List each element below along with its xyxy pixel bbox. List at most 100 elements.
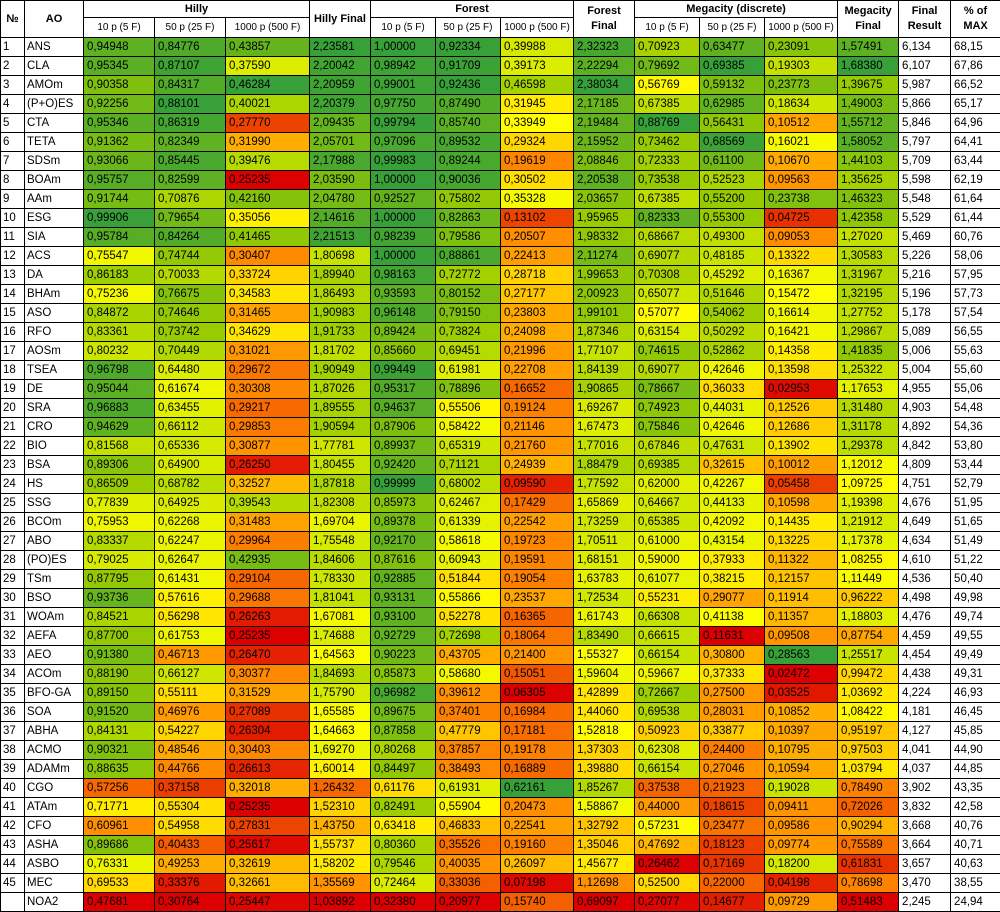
score-cell: 1,08422 <box>838 703 899 722</box>
score-cell: 0,48185 <box>700 247 765 266</box>
score-cell: 2,20959 <box>310 76 371 95</box>
score-cell: 0,18634 <box>765 95 838 114</box>
score-cell: 0,72026 <box>838 798 899 817</box>
score-cell: 0,64925 <box>155 494 226 513</box>
score-cell: 0,03525 <box>765 684 838 703</box>
score-cell: 0,74923 <box>635 399 700 418</box>
score-cell: 1,37303 <box>574 741 635 760</box>
score-cell: 0,61339 <box>436 513 501 532</box>
score-cell: 0,58422 <box>436 418 501 437</box>
score-cell: 0,18200 <box>765 855 838 874</box>
pct-max-cell: 24,94 <box>951 893 1000 912</box>
score-cell: 1,00000 <box>371 209 436 228</box>
score-cell: 0,30407 <box>226 247 310 266</box>
score-cell: 2,19484 <box>574 114 635 133</box>
score-cell: 2,20042 <box>310 57 371 76</box>
score-cell: 1,09725 <box>838 475 899 494</box>
score-cell: 0,70308 <box>635 266 700 285</box>
final-result-cell: 4,610 <box>899 551 951 570</box>
score-cell: 0,09586 <box>765 817 838 836</box>
score-cell: 0,84776 <box>155 38 226 57</box>
score-cell: 0,92885 <box>371 570 436 589</box>
algorithm-name: DA <box>25 266 84 285</box>
score-cell: 0,38215 <box>700 570 765 589</box>
score-cell: 0,30502 <box>501 171 574 190</box>
row-number: 41 <box>1 798 25 817</box>
header-final-result: Final Result <box>899 1 951 38</box>
score-cell: 0,47779 <box>436 722 501 741</box>
score-cell: 1,99101 <box>574 304 635 323</box>
final-result-cell: 4,892 <box>899 418 951 437</box>
score-cell: 0,63154 <box>635 323 700 342</box>
algorithm-name: ADAMm <box>25 760 84 779</box>
score-cell: 0,87700 <box>84 627 155 646</box>
score-cell: 0,43154 <box>700 532 765 551</box>
score-cell: 1,45677 <box>574 855 635 874</box>
score-cell: 0,92170 <box>371 532 436 551</box>
final-result-cell: 6,134 <box>899 38 951 57</box>
score-cell: 0,59132 <box>700 76 765 95</box>
score-cell: 0,79025 <box>84 551 155 570</box>
score-cell: 1,27752 <box>838 304 899 323</box>
score-cell: 2,15952 <box>574 133 635 152</box>
row-number: 15 <box>1 304 25 323</box>
score-cell: 0,34629 <box>226 323 310 342</box>
score-cell: 0,95197 <box>838 722 899 741</box>
final-result-cell: 4,181 <box>899 703 951 722</box>
header-hilly-final: Hilly Final <box>310 1 371 38</box>
score-cell: 0,39543 <box>226 494 310 513</box>
row-number: 25 <box>1 494 25 513</box>
score-cell: 0,84497 <box>371 760 436 779</box>
score-cell: 0,33376 <box>155 874 226 893</box>
score-cell: 0,55866 <box>436 589 501 608</box>
score-cell: 0,22708 <box>501 361 574 380</box>
score-cell: 0,99999 <box>371 475 436 494</box>
score-cell: 0,89675 <box>371 703 436 722</box>
row-number: 34 <box>1 665 25 684</box>
score-cell: 0,94629 <box>84 418 155 437</box>
score-cell: 0,46713 <box>155 646 226 665</box>
score-cell: 0,14358 <box>765 342 838 361</box>
score-cell: 0,46833 <box>436 817 501 836</box>
score-cell: 0,20507 <box>501 228 574 247</box>
algorithm-name: BOAm <box>25 171 84 190</box>
score-cell: 0,26613 <box>226 760 310 779</box>
final-result-cell: 3,470 <box>899 874 951 893</box>
score-cell: 1,70511 <box>574 532 635 551</box>
score-cell: 0,82863 <box>436 209 501 228</box>
score-cell: 2,08846 <box>574 152 635 171</box>
score-cell: 0,69077 <box>635 247 700 266</box>
pct-max-cell: 45,85 <box>951 722 1000 741</box>
score-cell: 2,03657 <box>574 190 635 209</box>
score-cell: 0,55200 <box>700 190 765 209</box>
score-cell: 0,02472 <box>765 665 838 684</box>
score-cell: 0,79546 <box>371 855 436 874</box>
score-cell: 0,20977 <box>436 893 501 912</box>
row-number: 32 <box>1 627 25 646</box>
header-pct-max: % of MAX <box>951 1 1000 38</box>
score-cell: 0,65319 <box>436 437 501 456</box>
score-cell: 0,68667 <box>635 228 700 247</box>
score-cell: 0,37401 <box>436 703 501 722</box>
score-cell: 0,55231 <box>635 589 700 608</box>
final-result-cell: 4,955 <box>899 380 951 399</box>
score-cell: 0,67846 <box>635 437 700 456</box>
score-cell: 0,99472 <box>838 665 899 684</box>
pct-max-cell: 57,73 <box>951 285 1000 304</box>
header-megacity-1000: 1000 p (500 F) <box>765 18 838 38</box>
row-number: 7 <box>1 152 25 171</box>
score-cell: 1,18803 <box>838 608 899 627</box>
score-cell: 0,27046 <box>700 760 765 779</box>
pct-max-cell: 61,64 <box>951 190 1000 209</box>
algorithm-name: AOSm <box>25 342 84 361</box>
row-number: 14 <box>1 285 25 304</box>
algorithm-name: CFO <box>25 817 84 836</box>
score-cell: 0,89378 <box>371 513 436 532</box>
score-cell: 1,39675 <box>838 76 899 95</box>
score-cell: 0,19723 <box>501 532 574 551</box>
row-number: 6 <box>1 133 25 152</box>
